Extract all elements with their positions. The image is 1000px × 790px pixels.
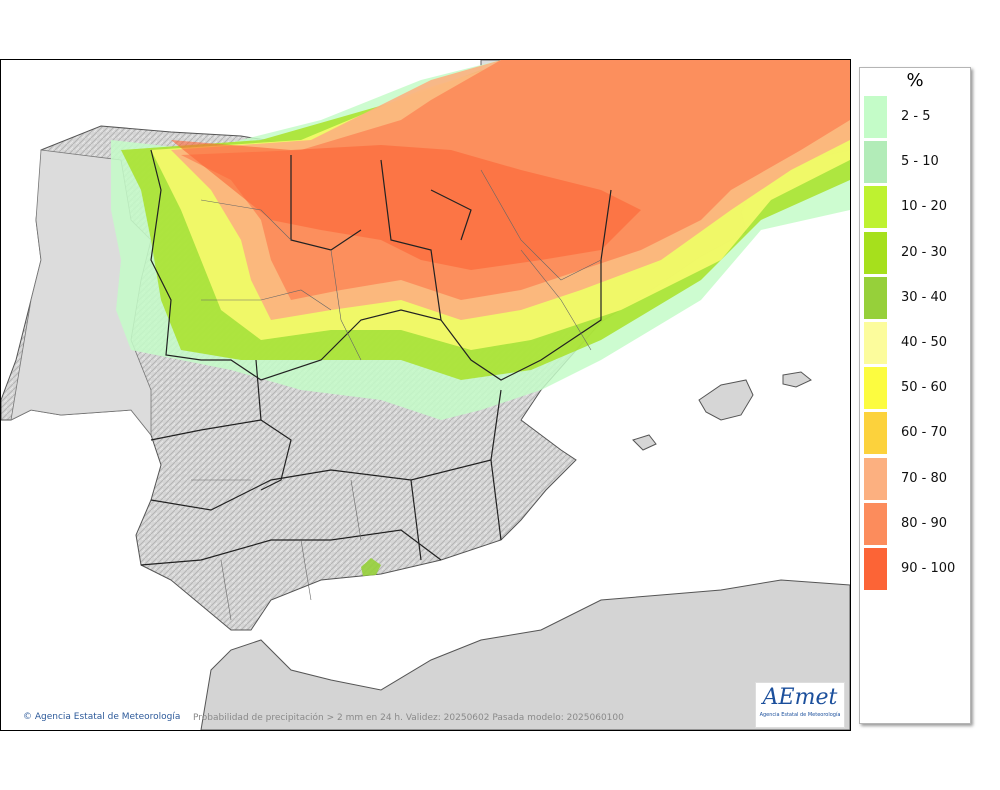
legend-label: 90 - 100 bbox=[901, 561, 956, 576]
legend-swatch bbox=[864, 457, 887, 500]
north-africa-land bbox=[200, 579, 850, 730]
menorca-land bbox=[782, 371, 812, 388]
legend-item: 60 - 70 bbox=[864, 412, 968, 455]
legend-swatch bbox=[864, 141, 887, 184]
precip-spot-south bbox=[361, 558, 381, 576]
legend-label: 80 - 90 bbox=[901, 515, 948, 531]
legend-swatch bbox=[864, 548, 887, 590]
aemet-logo-text: AEmet bbox=[762, 685, 838, 710]
legend: % 2 - 5 5 - 10 10 - 20 20 - 30 30 - 40 40 - 5… bbox=[859, 67, 971, 724]
legend-item: 2 - 5 bbox=[864, 96, 968, 138]
legend-item: 10 - 20 bbox=[864, 186, 968, 229]
legend-label: 60 - 70 bbox=[901, 425, 948, 441]
legend-label: 30 - 40 bbox=[901, 289, 948, 305]
agency-credit: © Agencia Estatal de Meteorología bbox=[23, 712, 180, 722]
aemet-logo-subtext: Agencia Estatal de Meteorología bbox=[759, 712, 841, 718]
legend-item: 30 - 40 bbox=[864, 276, 968, 319]
map-canvas bbox=[1, 60, 850, 730]
legend-swatch bbox=[864, 502, 887, 545]
agency-credit-text: Agencia Estatal de Meteorología bbox=[34, 712, 181, 722]
legend-label: 5 - 10 bbox=[901, 154, 939, 170]
legend-label: 70 - 80 bbox=[901, 470, 948, 486]
legend-swatch bbox=[864, 231, 887, 274]
legend-swatch bbox=[864, 186, 887, 229]
legend-item: 5 - 10 bbox=[864, 141, 968, 184]
ibiza-land bbox=[632, 434, 657, 451]
legend-label: 50 - 60 bbox=[901, 380, 948, 396]
legend-label: 10 - 20 bbox=[901, 199, 948, 215]
aemet-logo: AEmet Agencia Estatal de Meteorología bbox=[755, 682, 845, 728]
legend-swatch bbox=[864, 412, 887, 455]
legend-item: 20 - 30 bbox=[864, 231, 968, 274]
legend-item: 80 - 90 bbox=[864, 502, 968, 545]
legend-swatch bbox=[864, 276, 887, 319]
legend-swatch bbox=[864, 322, 887, 364]
legend-swatch bbox=[864, 96, 887, 138]
legend-item: 50 - 60 bbox=[864, 367, 968, 410]
copyright-icon: © bbox=[23, 712, 32, 722]
legend-title: % bbox=[906, 70, 924, 91]
precip-area-darkred bbox=[171, 140, 641, 270]
precipitation-map: © Agencia Estatal de Meteorología Probab… bbox=[0, 59, 851, 731]
legend-label: 40 - 50 bbox=[901, 335, 948, 350]
legend-swatch bbox=[864, 367, 887, 410]
legend-label: 2 - 5 bbox=[901, 109, 931, 124]
legend-label: 20 - 30 bbox=[901, 244, 948, 260]
legend-item: 70 - 80 bbox=[864, 457, 968, 500]
legend-item: 40 - 50 bbox=[864, 322, 968, 364]
province-boundaries bbox=[191, 169, 602, 621]
legend-item: 90 - 100 bbox=[864, 548, 968, 590]
map-caption: Probabilidad de precipitación > 2 mm en … bbox=[193, 713, 624, 723]
mallorca-land bbox=[698, 379, 754, 421]
